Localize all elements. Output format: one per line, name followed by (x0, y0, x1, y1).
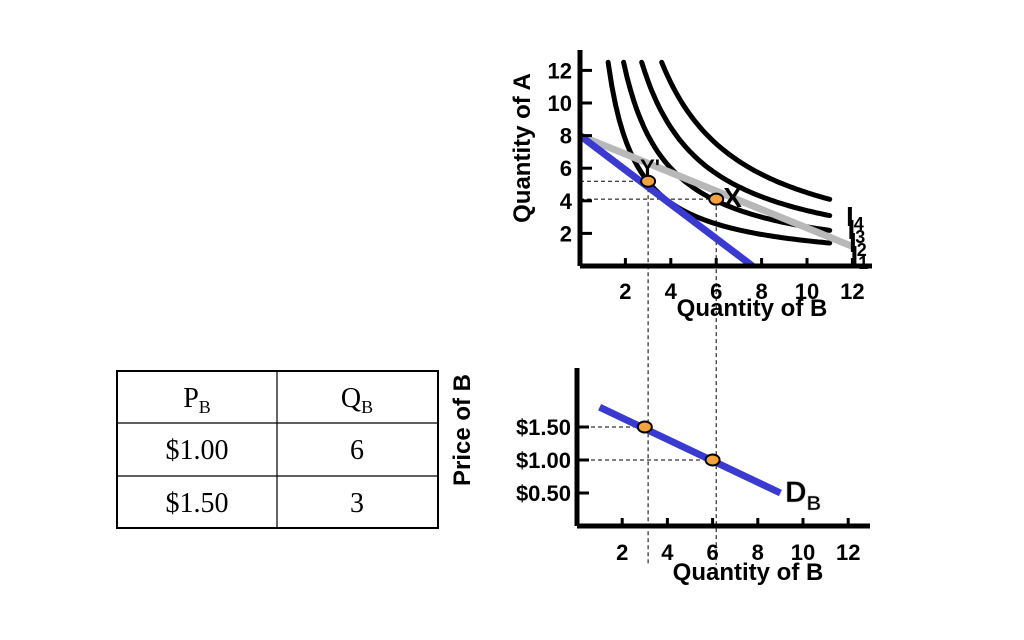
bottom-point-1 (704, 453, 721, 467)
bottom-x-tick-label: 8 (752, 540, 764, 565)
top-y-tick-label: 10 (548, 91, 572, 116)
curve-label-I1: I1 (851, 240, 869, 273)
demand-label-main: D (785, 476, 807, 509)
top-x-tick-label: 2 (619, 279, 631, 304)
demand-curve-label: DB (785, 476, 821, 515)
bottom-x-tick-label: 4 (661, 540, 674, 565)
table-cell: 6 (350, 435, 364, 466)
bottom-x-tick-label: 6 (706, 540, 718, 565)
top-y-tick-label: 12 (548, 58, 572, 83)
top-x-tick-label: 8 (755, 279, 767, 304)
bottom-point-0 (636, 420, 653, 434)
top-y-axis-label: Quantity of A (509, 73, 536, 223)
top-y-tick-label: 6 (560, 156, 572, 181)
bottom-x-axis-label: Quantity of B (673, 559, 824, 586)
indifference-curve-I3 (639, 59, 833, 219)
top-x-tick-label: 12 (840, 279, 864, 304)
budget-new (577, 132, 755, 269)
top-point-label: X (723, 182, 742, 213)
top-x-tick-label: 10 (795, 279, 819, 304)
curve-label-I4: I4 (846, 201, 864, 234)
table-cell: $1.00 (166, 435, 229, 466)
indifference-curve-I1 (605, 59, 833, 246)
bottom-y-tick-label: $1.00 (516, 448, 571, 473)
top-x-tick-label: 6 (710, 279, 722, 304)
demand-curve-chart: $0.50 $1.00 $1.50 2 4 6 8 10 12 DB Quantity of B… (449, 368, 870, 586)
table-header: QB (341, 383, 373, 417)
top-y-tick-label: 8 (560, 124, 572, 149)
bottom-x-tick-label: 10 (791, 540, 815, 565)
top-point-label: Y' (640, 155, 660, 180)
top-y-tick-label: 2 (560, 221, 572, 246)
top-point-1 (708, 192, 725, 206)
top-x-axis-label: Quantity of B (677, 295, 828, 322)
top-x-tick-label: 4 (665, 279, 678, 304)
bottom-y-axis-label: Price of B (449, 374, 476, 486)
bottom-x-tick-label: 12 (836, 540, 860, 565)
demand-label-sub: B (807, 493, 821, 515)
table-header: PB (183, 383, 211, 417)
curve-label-I3: I3 (848, 214, 866, 247)
table-cell: $1.50 (166, 488, 229, 519)
table-cell: 3 (350, 488, 364, 519)
top-point-0 (640, 174, 657, 188)
bottom-y-tick-label: $1.50 (516, 415, 571, 440)
bottom-x-tick-label: 2 (616, 540, 628, 565)
demand-curve (598, 404, 782, 497)
curve-label-I2: I2 (849, 227, 867, 260)
budget-original (578, 132, 854, 250)
price-quantity-table: PB QB $1.00 6 $1.50 3 (116, 370, 439, 529)
indifference-curve-I4 (659, 59, 833, 202)
top-y-tick-label: 4 (560, 189, 573, 214)
bottom-y-tick-label: $0.50 (516, 481, 571, 506)
